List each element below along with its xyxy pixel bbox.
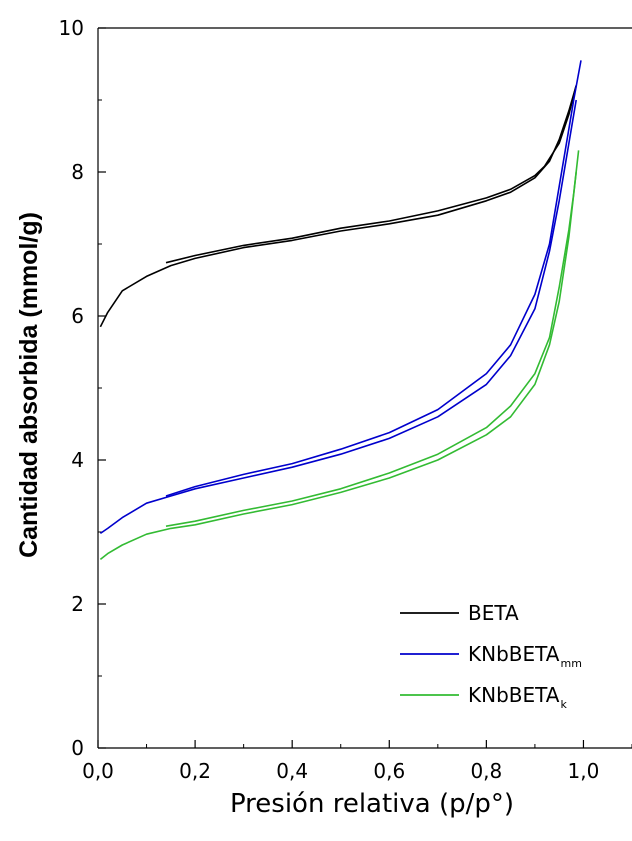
series-2-adsorption-line [99,99,577,535]
series-3-adsorption-line [99,171,577,561]
plot-frame [97,27,632,749]
y-tick-label: 8 [71,160,84,184]
legend-label-2: KNbBETA [468,642,560,666]
y-axis-ticks: 0 2 4 6 8 10 [59,16,106,760]
y-tick-label: 4 [71,448,84,472]
y-tick-label: 6 [71,304,84,328]
series-layer [99,60,582,561]
legend-label-1: BETA [468,601,519,625]
x-axis-title: Presión relativa (p/p°) [230,789,514,819]
series-1-adsorption-line [99,85,577,328]
series-1-desorption-line [165,85,577,264]
legend-label-2-subscript: mm [560,657,581,670]
series-3-desorption-line [165,150,580,527]
x-tick-label: 0,2 [179,759,211,783]
x-tick-label: 0,0 [82,759,114,783]
y-axis-title: Cantidad absorbida (mmol/g) [15,212,43,558]
legend-label-3-subscript: k [560,698,567,711]
x-axis-ticks: 0,0 0,2 0,4 0,6 0,8 1,0 [82,740,632,783]
x-tick-label: 0,4 [276,759,308,783]
x-tick-label: 0,6 [373,759,405,783]
x-tick-label: 1,0 [568,759,600,783]
y-tick-label: 10 [59,16,84,40]
series-2-desorption-line [165,60,582,497]
y-tick-label: 0 [71,736,84,760]
x-tick-label: 0,8 [470,759,502,783]
y-tick-label: 2 [71,592,84,616]
legend-label-3: KNbBETA [468,683,560,707]
